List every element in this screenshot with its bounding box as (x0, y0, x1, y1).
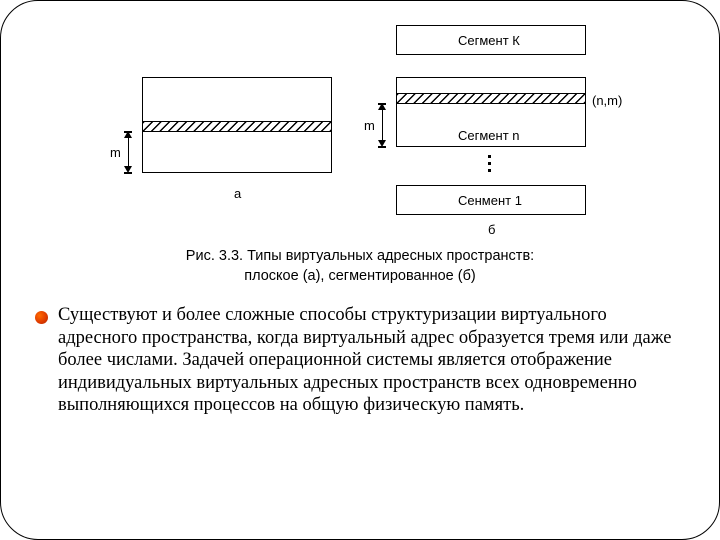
dim-tick (124, 172, 132, 174)
caption-line-1: Рис. 3.3. Типы виртуальных адресных прос… (35, 247, 685, 267)
sublabel-a: a (234, 187, 241, 200)
sublabel-b: б (488, 223, 495, 236)
dim-line (382, 109, 384, 141)
body-bullet-block: Существуют и более сложные способы струк… (35, 304, 685, 417)
segment-k-label: Сегмент К (458, 34, 520, 47)
body-paragraph: Существуют и более сложные способы струк… (58, 304, 685, 417)
nm-label: (n,m) (592, 94, 622, 107)
caption-line-2: плоское (а), сегментированное (б) (35, 267, 685, 287)
slide-frame: m a Сегмент К Сегмент n (n,m) m Сенмент … (0, 0, 720, 540)
m-label-right: m (364, 119, 375, 132)
figure-caption: Рис. 3.3. Типы виртуальных адресных прос… (35, 247, 685, 286)
figure-diagram: m a Сегмент К Сегмент n (n,m) m Сенмент … (80, 19, 640, 239)
bullet-icon (35, 311, 48, 324)
ellipsis-dots (488, 155, 491, 172)
flat-space-stripe (143, 121, 331, 132)
dim-tick (378, 146, 386, 148)
m-label-left: m (110, 146, 121, 159)
segment-n-label: Сегмент n (458, 129, 520, 142)
segment-n-stripe (397, 93, 585, 104)
dim-line (128, 137, 130, 167)
segment-1-label: Сенмент 1 (458, 194, 522, 207)
